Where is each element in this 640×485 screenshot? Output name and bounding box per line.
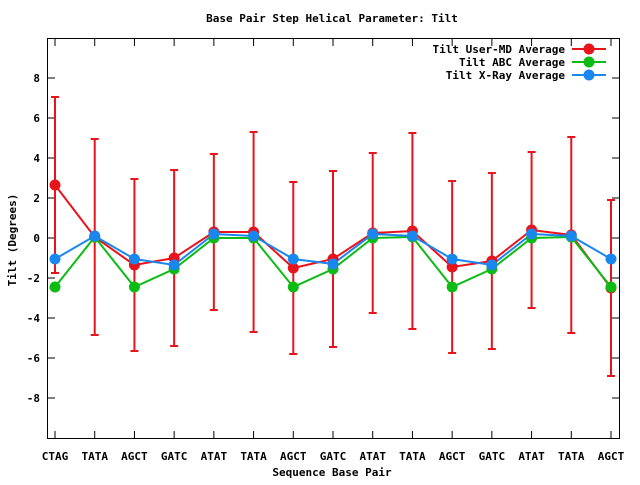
data-point-series-3 bbox=[248, 230, 260, 242]
data-point-series-2 bbox=[446, 281, 458, 293]
x-tick-label: GATC bbox=[161, 450, 188, 463]
data-point-series-3 bbox=[565, 230, 577, 242]
y-tick-label: 8 bbox=[33, 72, 40, 85]
data-point-series-3 bbox=[526, 228, 538, 240]
y-tick-label: -6 bbox=[27, 352, 41, 365]
y-tick-label: 0 bbox=[33, 232, 40, 245]
y-tick-label: 6 bbox=[33, 112, 40, 125]
data-point-series-3 bbox=[486, 259, 498, 271]
data-point-series-2 bbox=[287, 281, 299, 293]
x-tick-label: AGCT bbox=[439, 450, 466, 463]
data-point-series-3 bbox=[406, 230, 418, 242]
series-points bbox=[49, 179, 617, 294]
x-tick-label: ATAT bbox=[518, 450, 545, 463]
legend-label: Tilt X-Ray Average bbox=[446, 69, 566, 82]
data-point-series-3 bbox=[168, 259, 180, 271]
data-point-series-3 bbox=[327, 258, 339, 270]
y-axis: -8 -6 -4 -2 0 2 4 6 8 bbox=[27, 72, 619, 405]
data-point-series-3 bbox=[208, 228, 220, 240]
x-tick-label: ATAT bbox=[201, 450, 228, 463]
data-point-series-1 bbox=[49, 179, 61, 191]
data-point-series-2 bbox=[605, 281, 617, 293]
x-tick-label: TATA bbox=[558, 450, 585, 463]
data-point-series-3 bbox=[605, 253, 617, 265]
x-tick-label: AGCT bbox=[121, 450, 148, 463]
x-tick-label: ATAT bbox=[359, 450, 386, 463]
y-tick-label: -4 bbox=[27, 312, 41, 325]
data-point-series-1 bbox=[287, 262, 299, 274]
x-tick-label: AGCT bbox=[598, 450, 625, 463]
data-point-series-2 bbox=[128, 281, 140, 293]
legend-label: Tilt User-MD Average bbox=[433, 43, 566, 56]
y-tick-label: -8 bbox=[27, 392, 40, 405]
x-tick-label: CTAG bbox=[42, 450, 69, 463]
chart-title: Base Pair Step Helical Parameter: Tilt bbox=[206, 12, 458, 25]
x-tick-label: TATA bbox=[81, 450, 108, 463]
x-tick-label: GATC bbox=[479, 450, 506, 463]
y-tick-label: 4 bbox=[33, 152, 40, 165]
data-point-series-1 bbox=[446, 261, 458, 273]
y-axis-label: Tilt (Degrees) bbox=[6, 194, 19, 287]
data-point-series-3 bbox=[287, 253, 299, 265]
x-tick-label: GATC bbox=[320, 450, 347, 463]
plot-area bbox=[47, 38, 620, 439]
x-axis-label: Sequence Base Pair bbox=[272, 466, 392, 479]
y-tick-label: -2 bbox=[27, 272, 40, 285]
legend-swatch-marker bbox=[583, 69, 595, 81]
x-tick-label: TATA bbox=[240, 450, 267, 463]
x-tick-label: TATA bbox=[399, 450, 426, 463]
data-point-series-3 bbox=[446, 253, 458, 265]
legend-label: Tilt ABC Average bbox=[459, 56, 565, 69]
data-point-series-3 bbox=[128, 253, 140, 265]
y-tick-label: 2 bbox=[33, 192, 40, 205]
data-point-series-3 bbox=[367, 228, 379, 240]
legend-swatch-marker bbox=[583, 56, 595, 68]
x-axis: CTAG TATA AGCT GATC ATAT TATA AGCT GATC ATAT TATA… bbox=[42, 39, 625, 463]
legend-swatch-marker bbox=[583, 43, 595, 55]
x-tick-label: AGCT bbox=[280, 450, 307, 463]
data-point-series-3 bbox=[49, 253, 61, 265]
data-point-series-2 bbox=[49, 281, 61, 293]
data-point-series-3 bbox=[89, 230, 101, 242]
